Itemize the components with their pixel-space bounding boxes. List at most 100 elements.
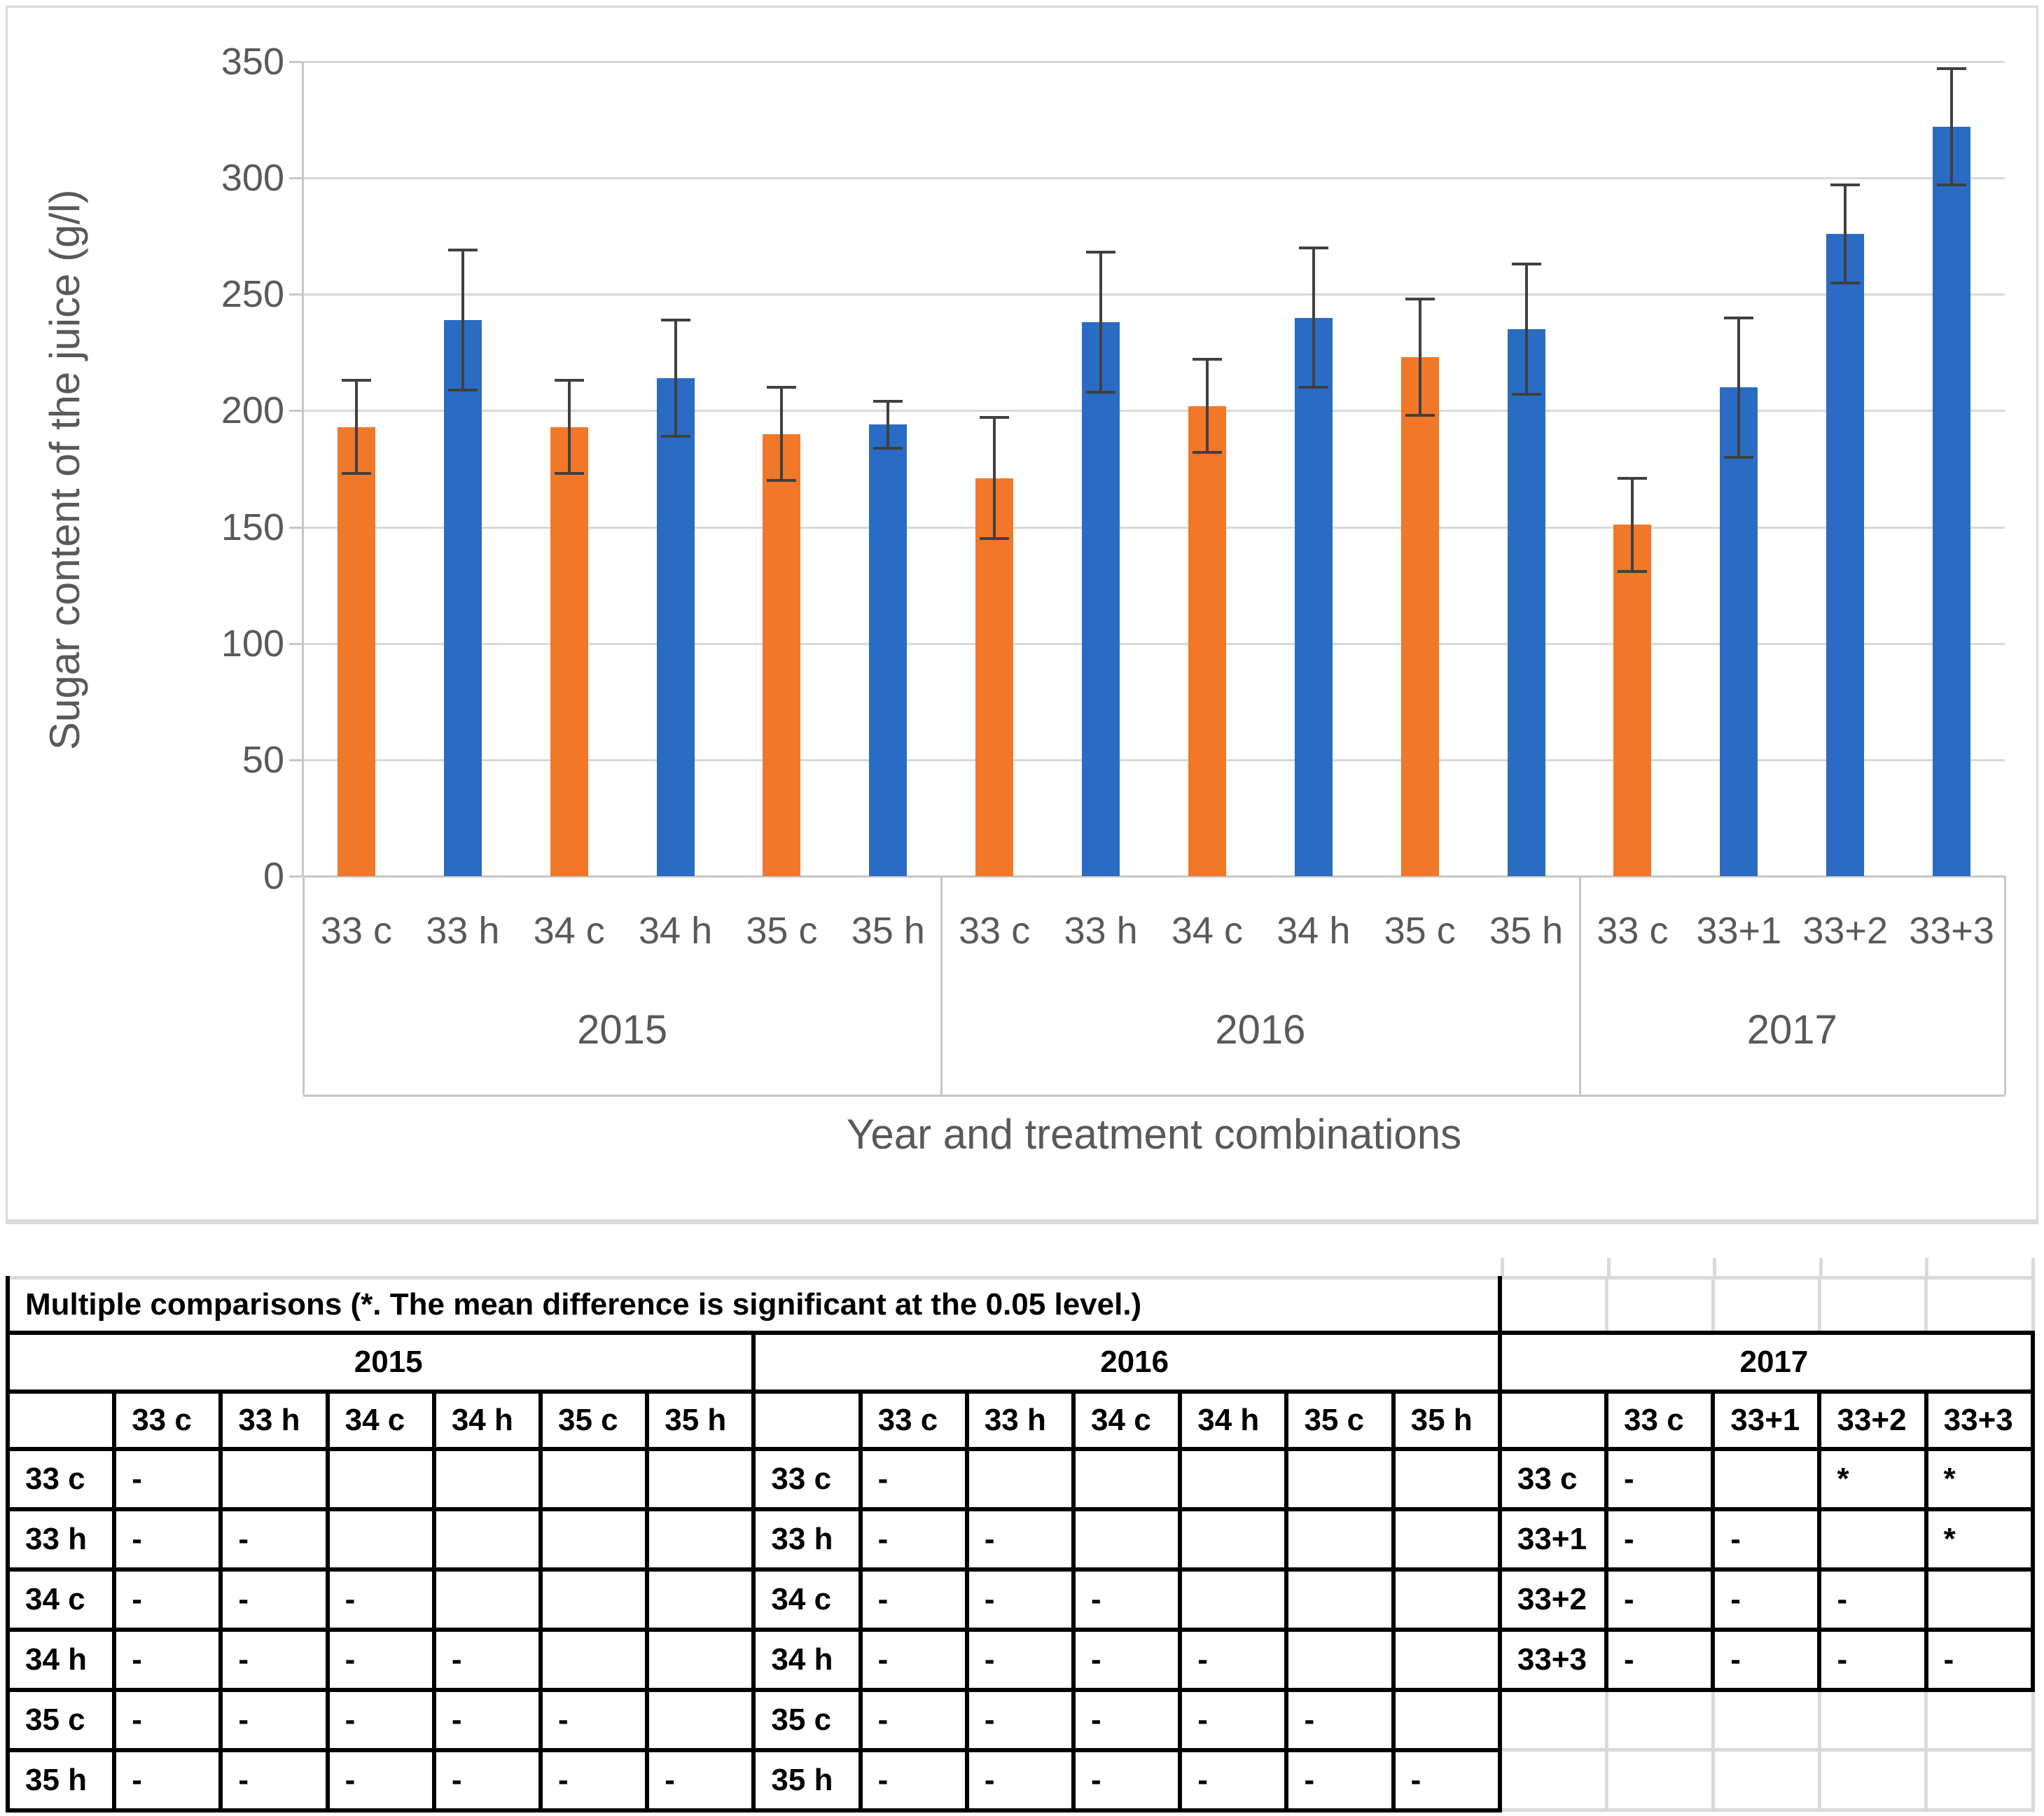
row-label: 33 h [751,1506,863,1572]
comparison-cell: - [858,1567,969,1632]
row-label: 33+3 [1497,1627,1609,1692]
row-label: 34 h [5,1627,117,1692]
comparison-cell [1817,1506,1928,1572]
comparison-cell: - [964,1567,1076,1632]
comparison-cell [1391,1627,1502,1692]
empty-grid-cell [1711,1688,1821,1752]
comparison-cell [645,1506,756,1572]
chart-panel: 0 50 100 150 200 250 300 350 33 c 33 h 34 c 34 h 35… [6,6,2038,1224]
bar-2015-34 c [550,427,588,876]
x-tick-label: 35 c [1384,910,1456,952]
comparison-cell: - [858,1687,969,1752]
y-tick-label: 200 [221,389,284,432]
comparison-cell: - [1711,1627,1822,1692]
comparison-cell [1391,1446,1502,1511]
empty-grid-cell [1606,1258,1713,1276]
comparison-cell: - [431,1747,543,1812]
comparison-cell: - [1071,1567,1183,1632]
comparison-cell: - [112,1687,223,1752]
error-bar-cap-top [1405,297,1435,300]
bar-2016-35 h [1507,329,1545,876]
bar-2016-34 h [1294,317,1333,876]
error-bar [993,417,996,539]
bar-2016-33 h [1082,322,1120,876]
x-tick-label: 33 h [426,910,500,952]
col-header: 33+1 [1711,1389,1822,1451]
comparison-cell: - [538,1687,650,1752]
comparison-cell: - [645,1747,756,1812]
comparison-cell: - [112,1627,223,1692]
bar-2015-35 h [869,424,908,876]
y-tick-label: 250 [221,273,284,316]
comparison-cell [1284,1446,1396,1511]
group-separator [303,876,305,1095]
spreadsheet-partial-row [1501,1258,2035,1276]
comparison-cell: - [325,1627,436,1692]
row-label: 33+1 [1497,1506,1609,1572]
comparison-cell [1391,1567,1502,1632]
year-header-2015: 2015 [5,1330,756,1394]
comparison-cell [218,1446,330,1511]
comparison-cell [1924,1567,2036,1632]
col-header: 35 c [538,1389,650,1451]
empty-grid-cell [1924,1688,2035,1752]
error-bar-cap-bottom [1298,386,1328,389]
error-bar [354,380,358,474]
year-header-2016: 2016 [751,1330,1502,1394]
empty-grid-cell [1711,1276,1821,1334]
comparison-cell: - [538,1747,650,1812]
comparison-cell: - [1711,1567,1822,1632]
error-bar [1418,298,1421,416]
x-tick-label: 35 h [1489,910,1564,952]
gridline [303,758,2005,761]
bar-2017-33+1 [1720,387,1758,876]
bar-2015-35 c [763,434,801,876]
error-bar-cap-bottom [980,537,1010,541]
x-tick-label: 33+1 [1696,910,1782,952]
error-bar-cap-top [1511,263,1541,266]
col-header: 33+3 [1924,1389,2036,1451]
comparison-cell: - [112,1446,223,1511]
table-title: Multiple comparisons (*. The mean differ… [6,1276,1502,1335]
col-header: 34 h [1178,1389,1289,1451]
error-bar [674,319,677,436]
gridline [303,526,2005,529]
col-header: 33 c [1604,1389,1716,1451]
y-axis-tick [289,61,302,63]
comparison-cell [431,1567,543,1632]
comparison-cell [1284,1567,1396,1632]
comparison-cell: - [325,1687,436,1752]
col-header: 33 h [218,1389,330,1451]
error-bar-cap-top [660,318,690,321]
comparison-cell: - [964,1747,1076,1812]
error-bar-cap-top [554,379,584,382]
comparison-cell [964,1446,1076,1511]
comparison-cell: - [1924,1627,2036,1692]
error-bar [567,380,571,474]
error-bar [1524,264,1528,395]
empty-grid-cell [1604,1688,1715,1752]
error-bar-cap-bottom [1405,414,1435,417]
empty-grid-cell [1817,1748,1928,1812]
error-bar-cap-top [1298,246,1328,249]
y-axis-tick [289,293,302,296]
bar-2015-33 h [443,319,482,876]
comparison-cell [1178,1567,1289,1632]
gridline [303,61,2005,63]
error-bar-cap-top [447,249,478,252]
comparison-cell: - [1071,1687,1183,1752]
error-bar-cap-bottom [873,446,903,450]
comparison-cell: - [431,1687,543,1752]
y-axis-title: Sugar content of the juice (g/l) [41,189,88,751]
error-bar [1737,317,1741,457]
y-axis-tick [289,526,302,529]
group-separator [2004,876,2006,1095]
bar-2016-33 c [975,478,1014,876]
corner-cell-2016 [751,1389,863,1451]
comparison-cell: - [1604,1567,1716,1632]
error-bar-cap-top [1618,476,1648,480]
error-bar-cap-top [1086,251,1116,254]
comparison-cell [1391,1506,1502,1572]
comparison-cell [431,1506,543,1572]
comparison-cell: - [1071,1627,1183,1692]
